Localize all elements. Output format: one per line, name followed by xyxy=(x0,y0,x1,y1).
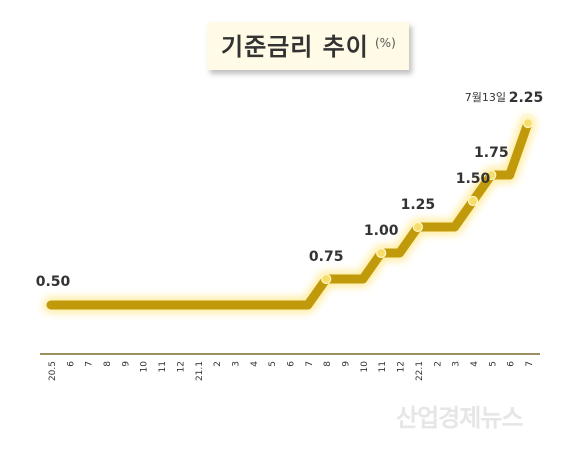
tick-label-10: 3 xyxy=(232,361,242,367)
tick-label-14: 7 xyxy=(305,361,315,367)
tick-label-20: 22.1 xyxy=(415,361,425,381)
tick-label-22: 3 xyxy=(452,361,462,367)
marker-1.50 xyxy=(467,195,479,207)
date-annotation: 7월13일 xyxy=(465,90,506,104)
value-labels-group: 0.50 0.75 1.001.25 1.50 1.75 2.25 xyxy=(36,90,544,290)
marker-1.00 xyxy=(376,247,387,259)
tick-label-17: 10 xyxy=(360,361,370,373)
value-label-0.75: 0.75 xyxy=(309,249,344,265)
tick-label-26: 7 xyxy=(525,361,535,367)
marker-1.25 xyxy=(412,221,423,233)
markers-group xyxy=(321,117,534,285)
value-label-2.25: 2.25 xyxy=(509,90,544,106)
marker-1.75 xyxy=(486,169,497,181)
tick-label-25: 6 xyxy=(507,361,517,367)
value-label-1.50: 1.50 xyxy=(456,171,491,187)
tick-label-16: 9 xyxy=(342,361,352,367)
tick-label-23: 4 xyxy=(470,361,480,367)
tick-label-12: 5 xyxy=(268,361,278,367)
marker-2.25 xyxy=(522,117,534,129)
tick-label-19: 12 xyxy=(397,361,407,372)
chart-unit: (%) xyxy=(375,36,396,50)
marker-0.75 xyxy=(321,273,332,285)
rate-line-glow xyxy=(43,115,536,313)
tick-label-1: 6 xyxy=(66,361,76,367)
tick-labels-group: 20.5 6 7 8 9 10 11 12 21.1 2 3 4 5 6 7 8 9 10 11 12 22.1 2 3 4 5… xyxy=(48,361,535,381)
tick-label-11: 4 xyxy=(250,361,260,367)
tick-label-13: 6 xyxy=(287,361,297,367)
tick-label-5: 10 xyxy=(140,361,150,373)
tick-label-21: 2 xyxy=(433,361,443,367)
tick-label-24: 5 xyxy=(488,361,498,367)
tick-label-15: 8 xyxy=(323,361,333,367)
tick-label-9: 2 xyxy=(213,361,223,367)
tick-label-6: 11 xyxy=(158,361,168,372)
value-label-1.00: 1.00 xyxy=(364,223,399,239)
value-label-1.25: 1.25 xyxy=(401,197,436,213)
title-box: 기준금리 추이 (%) xyxy=(207,22,409,70)
tick-label-7: 12 xyxy=(176,361,186,372)
value-label-0.50: 0.50 xyxy=(36,274,71,290)
watermark-logo: 산업경제뉴스 xyxy=(396,404,523,432)
value-label-1.75: 1.75 xyxy=(474,145,509,161)
tick-label-2: 7 xyxy=(85,361,95,367)
tick-label-18: 11 xyxy=(378,361,388,372)
tick-label-8: 21.1 xyxy=(195,361,205,381)
tick-label-0: 20.5 xyxy=(48,361,58,381)
tick-label-3: 8 xyxy=(103,361,113,367)
tick-label-4: 9 xyxy=(121,361,131,367)
chart-title: 기준금리 추이 xyxy=(221,33,369,61)
